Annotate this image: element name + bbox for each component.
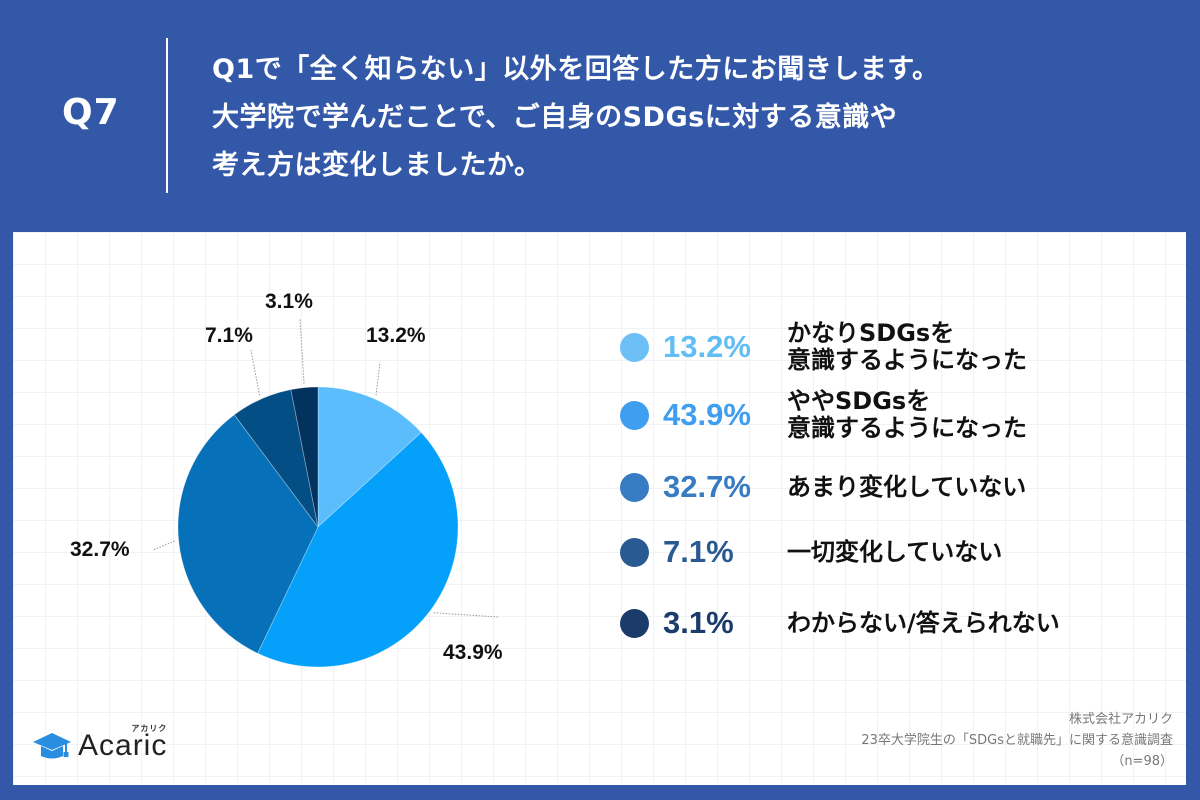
pie-label-2: 32.7% [70, 538, 130, 561]
legend-label: あまり変化していない [787, 472, 1027, 501]
credit-survey: 23卒大学院生の「SDGsと就職先」に関する意識調査 [861, 733, 1173, 748]
credit-company: 株式会社アカリク [1068, 712, 1173, 727]
legend-dot-icon [620, 537, 649, 567]
graduation-cap-icon [33, 732, 71, 758]
legend-dot-icon [620, 332, 649, 362]
pie-label-3: 3.1% [265, 290, 313, 313]
credit-sample: （n=98） [1111, 754, 1173, 769]
leader-line [250, 349, 261, 396]
leader-line [152, 540, 175, 551]
pie-slice-2 [177, 414, 319, 654]
legend-label: かなりSDGsを 意識するようになった [787, 319, 1027, 374]
pie-label-4: 7.1% [205, 324, 253, 347]
leader-line [433, 612, 499, 618]
chart-panel: 3.1% 7.1% 13.2% 32.7% 43.9% 13.2% かなりSDG… [13, 232, 1186, 785]
legend-percent: 13.2% [663, 329, 751, 364]
legend-item: 13.2% かなりSDGsを 意識するようになった [608, 312, 1027, 382]
legend-item: 3.1% わからない/答えられない [608, 588, 1060, 658]
question-line-1: Q1で「全く知らない」以外を回答した方にお聞きします。 [212, 54, 940, 85]
leader-line [375, 361, 381, 396]
pie-chart [152, 317, 499, 668]
legend-item: 43.9% ややSDGsを 意識するようになった [608, 380, 1027, 450]
pie-slice-0 [317, 386, 422, 528]
header: Q7 Q1で「全く知らない」以外を回答した方にお聞きします。 大学院で学んだこと… [0, 0, 1200, 232]
source-credit: 株式会社アカリク 23卒大学院生の「SDGsと就職先」に関する意識調査 （n=9… [861, 709, 1173, 772]
leader-line [299, 317, 305, 384]
acaric-logo: Acaric アカリク [32, 723, 167, 768]
legend-item: 32.7% あまり変化していない [608, 452, 1026, 522]
pie-slice-1 [257, 431, 459, 668]
legend-label: わからない/答えられない [787, 608, 1060, 637]
legend-dot-icon [620, 400, 649, 430]
pie-label-0: 13.2% [366, 324, 426, 347]
logo-wordmark: Acaric アカリク [78, 723, 168, 762]
question-line-3: 考え方は変化しましたか。 [212, 150, 542, 181]
legend-percent: 43.9% [663, 397, 751, 432]
logo-kana: アカリク [131, 723, 168, 733]
header-divider [166, 38, 168, 193]
question-number: Q7 [62, 92, 120, 133]
question-line-2: 大学院で学んだことで、ご自身のSDGsに対する意識や [212, 102, 898, 133]
question-text: Q1で「全く知らない」以外を回答した方にお聞きします。 大学院で学んだことで、ご… [212, 46, 1172, 190]
pie-label-1: 43.9% [443, 641, 503, 664]
legend-label: ややSDGsを 意識するようになった [787, 387, 1027, 442]
legend-label: 一切変化していない [787, 537, 1003, 566]
legend-item: 7.1% 一切変化していない [608, 517, 1002, 587]
legend-percent: 3.1% [663, 605, 734, 640]
legend-percent: 7.1% [663, 534, 734, 569]
legend-percent: 32.7% [663, 469, 751, 504]
pie-slice-3 [233, 389, 319, 528]
legend-dot-icon [620, 472, 649, 502]
pie-slice-4 [290, 386, 319, 528]
legend-dot-icon [620, 608, 649, 638]
